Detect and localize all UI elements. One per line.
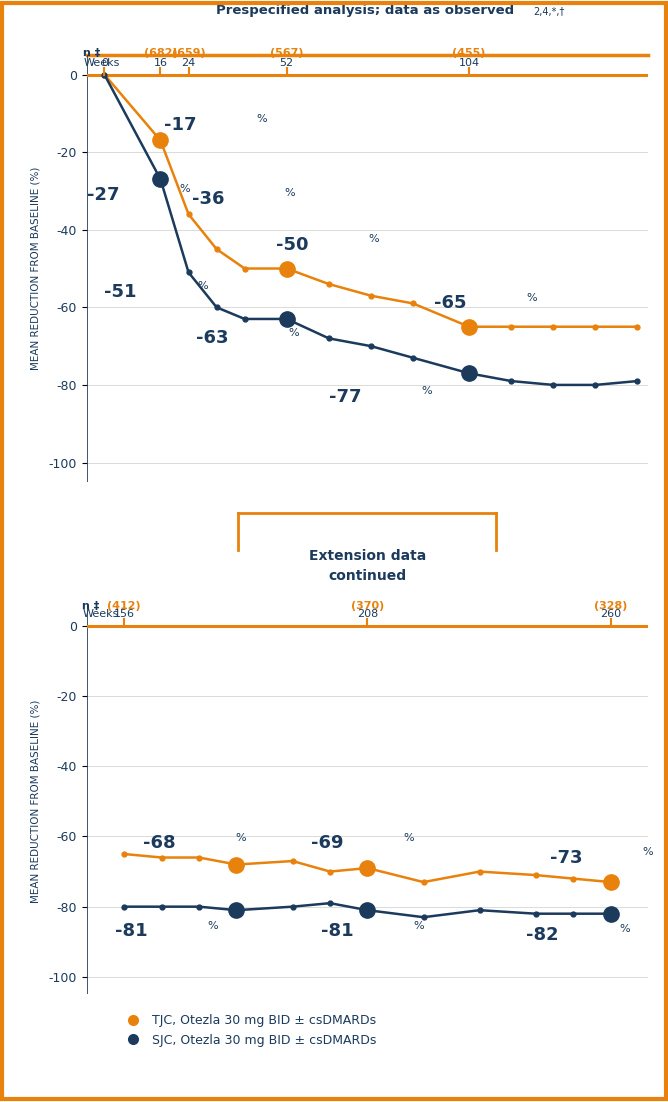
Text: (328): (328): [594, 601, 627, 612]
Text: (412): (412): [108, 601, 141, 612]
Text: -51: -51: [104, 283, 137, 301]
Text: n ‡: n ‡: [84, 48, 101, 58]
Text: n ‡: n ‡: [82, 601, 100, 612]
Text: %: %: [285, 187, 295, 198]
Text: 24: 24: [182, 57, 196, 67]
Y-axis label: MEAN REDUCTION FROM BASELINE (%): MEAN REDUCTION FROM BASELINE (%): [31, 166, 40, 370]
Text: -17: -17: [164, 116, 196, 134]
Text: Weeks: Weeks: [84, 57, 120, 67]
Text: %: %: [619, 925, 630, 934]
Text: -73: -73: [550, 849, 582, 866]
Y-axis label: MEAN REDUCTION FROM BASELINE (%): MEAN REDUCTION FROM BASELINE (%): [31, 700, 40, 903]
Text: 0: 0: [101, 57, 108, 67]
Text: %: %: [288, 327, 299, 337]
Text: -81: -81: [321, 922, 353, 940]
Text: %: %: [208, 921, 218, 931]
Text: Prespecified analysis; data as observed: Prespecified analysis; data as observed: [216, 3, 519, 17]
Text: -36: -36: [192, 190, 224, 207]
Text: -77: -77: [329, 388, 361, 406]
Text: %: %: [180, 184, 190, 194]
Text: (659): (659): [172, 48, 205, 58]
Text: -82: -82: [526, 926, 559, 943]
Text: -50: -50: [277, 236, 309, 255]
Text: %: %: [643, 847, 653, 857]
Text: %: %: [413, 921, 424, 931]
Legend: TJC, Otezla 30 mg BID ± csDMARDs, SJC, Otezla 30 mg BID ± csDMARDs: TJC, Otezla 30 mg BID ± csDMARDs, SJC, O…: [116, 1009, 381, 1051]
Text: Extension data
continued: Extension data continued: [309, 549, 426, 583]
Text: %: %: [422, 386, 432, 396]
Text: %: %: [369, 235, 379, 245]
Text: -27: -27: [87, 186, 120, 204]
Text: %: %: [526, 293, 537, 303]
Text: %: %: [197, 281, 208, 291]
Text: (370): (370): [351, 601, 384, 612]
Text: 260: 260: [600, 609, 621, 619]
Text: 16: 16: [154, 57, 168, 67]
Text: 208: 208: [357, 609, 378, 619]
Text: (682): (682): [144, 48, 177, 58]
Text: -81: -81: [115, 922, 148, 940]
Text: 2,4,*,†: 2,4,*,†: [533, 7, 564, 17]
Text: %: %: [236, 833, 246, 843]
Text: 52: 52: [280, 57, 294, 67]
Text: -69: -69: [311, 834, 344, 853]
Text: -68: -68: [143, 834, 176, 853]
Text: (455): (455): [452, 48, 486, 58]
Text: 104: 104: [458, 57, 480, 67]
Text: -63: -63: [196, 329, 228, 347]
Text: Weeks: Weeks: [82, 609, 118, 619]
Text: %: %: [257, 115, 267, 125]
Text: 156: 156: [114, 609, 135, 619]
Text: -65: -65: [434, 294, 466, 313]
Text: %: %: [404, 833, 415, 843]
Text: (567): (567): [270, 48, 303, 58]
